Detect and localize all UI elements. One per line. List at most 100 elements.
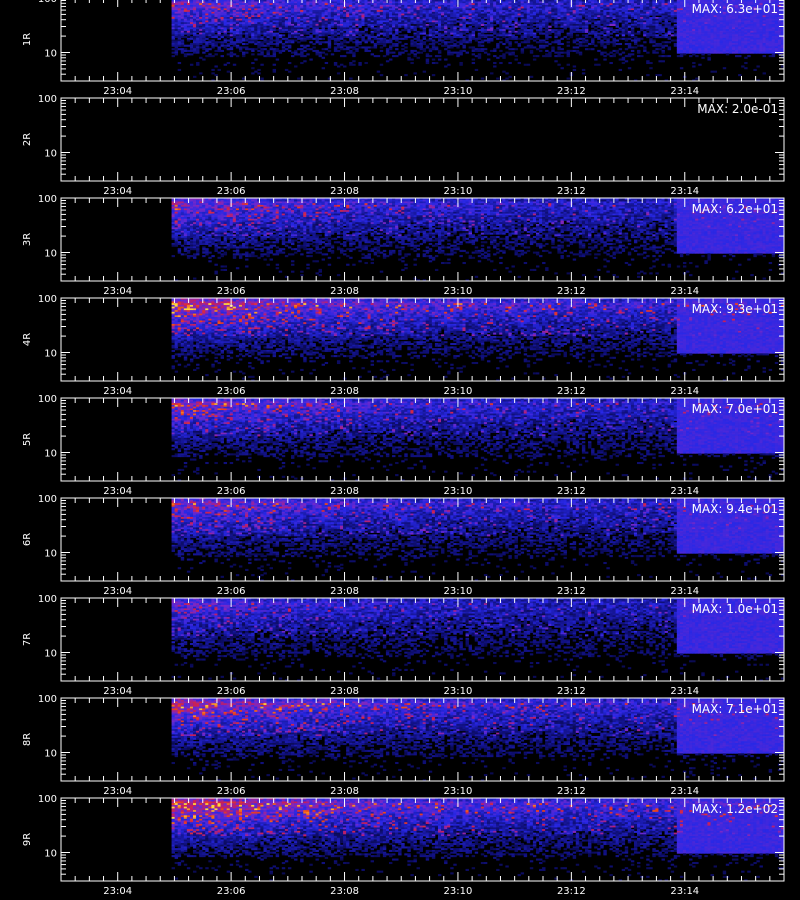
heatmap-cell (189, 20, 194, 23)
heatmap-cell (245, 46, 249, 49)
heatmap-cell (355, 49, 359, 52)
heatmap-cell (355, 18, 359, 21)
heatmap-cell (235, 44, 240, 47)
heatmap-cell (238, 25, 243, 28)
heatmap-cell (214, 1, 218, 4)
heatmap-cell (278, 17, 283, 20)
heatmap-cell (379, 39, 384, 42)
heatmap-cell (346, 23, 350, 27)
heatmap-cell (483, 36, 488, 39)
heatmap-cell (303, 29, 307, 32)
heatmap-cell (303, 32, 307, 35)
heatmap-cell (532, 23, 537, 27)
heatmap-cell (306, 13, 310, 16)
heatmap-cell (287, 1, 292, 4)
heatmap-cell (388, 48, 393, 51)
heatmap-cell (238, 17, 243, 20)
heatmap-cell (281, 15, 286, 18)
heatmap-cell (245, 0, 249, 2)
heatmap-cell (235, 10, 240, 13)
heatmap-cell (621, 61, 626, 65)
heatmap-cell (287, 15, 292, 18)
heatmap-cell (294, 17, 298, 20)
heatmap-cell (526, 22, 531, 25)
heatmap-cell (263, 29, 267, 32)
heatmap-cell (260, 63, 264, 66)
heatmap-cell (193, 15, 197, 18)
heatmap-cell (275, 25, 280, 28)
heatmap-cell (358, 23, 362, 27)
heatmap-cell (180, 49, 185, 52)
heatmap-cell (269, 10, 273, 13)
heatmap-cell (483, 51, 488, 54)
heatmap-cell (278, 0, 283, 2)
heatmap-cell (211, 27, 215, 30)
heatmap-cell (606, 34, 610, 37)
heatmap-cell (499, 34, 503, 37)
heatmap-cell (401, 8, 405, 11)
heatmap-cell (260, 8, 264, 11)
heatmap-cell (251, 20, 255, 23)
heatmap-cell (367, 6, 371, 9)
heatmap-cell (676, 55, 681, 58)
heatmap-cell (339, 10, 344, 13)
heatmap-cell (232, 6, 237, 9)
heatmap-cell (523, 46, 528, 49)
heatmap-cell (336, 49, 341, 52)
heatmap-cell (327, 20, 332, 23)
heatmap-cell (199, 0, 203, 2)
heatmap-cell (336, 18, 341, 21)
heatmap-cell (284, 27, 289, 30)
heatmap-cell (413, 22, 417, 25)
heatmap-cell (186, 29, 191, 32)
heatmap-cell (425, 13, 430, 16)
heatmap-cell (413, 42, 417, 46)
heatmap-cell (281, 23, 286, 27)
heatmap-cell (223, 23, 228, 27)
heatmap-cell (431, 13, 436, 16)
heatmap-cell (300, 55, 304, 58)
heatmap-cell (257, 72, 261, 75)
heatmap-cell (235, 39, 240, 42)
heatmap-cell (245, 10, 249, 13)
heatmap-cell (257, 36, 261, 39)
heatmap-cell (248, 41, 252, 44)
heatmap-cell (232, 4, 237, 7)
heatmap-cell (312, 18, 316, 21)
heatmap-cell (367, 20, 371, 23)
heatmap-cell (229, 41, 234, 44)
heatmap-cell (291, 11, 295, 14)
heatmap-cell (376, 70, 381, 73)
heatmap-cell (238, 1, 243, 4)
heatmap-cell (214, 49, 218, 52)
heatmap-cell (609, 61, 613, 65)
heatmap-cell (404, 8, 408, 11)
heatmap-cell (646, 74, 650, 77)
heatmap-cell (388, 23, 393, 27)
heatmap-cell (263, 11, 267, 14)
heatmap-cell (284, 17, 289, 20)
heatmap-cell (376, 32, 381, 35)
heatmap-cell (321, 8, 326, 11)
heatmap-cell (352, 53, 356, 56)
heatmap-cell (272, 27, 277, 30)
heatmap-cell (346, 34, 350, 37)
heatmap-cell (189, 63, 194, 66)
heatmap-cell (413, 72, 417, 75)
heatmap-cell (260, 27, 264, 30)
heatmap-cell (517, 37, 522, 40)
heatmap-cell (245, 4, 249, 7)
heatmap-cell (248, 3, 252, 6)
heatmap-cell (689, 55, 693, 58)
heatmap-cell (275, 36, 280, 39)
heatmap-cell (419, 48, 424, 51)
heatmap-cell (630, 49, 635, 52)
heatmap-cell (202, 18, 206, 21)
heatmap-cell (189, 27, 194, 30)
heatmap-cell (630, 39, 635, 42)
heatmap-cell (404, 20, 408, 23)
heatmap-cell (183, 49, 188, 52)
heatmap-cell (330, 17, 335, 20)
heatmap-cell (303, 4, 307, 7)
heatmap-cell (578, 30, 583, 33)
